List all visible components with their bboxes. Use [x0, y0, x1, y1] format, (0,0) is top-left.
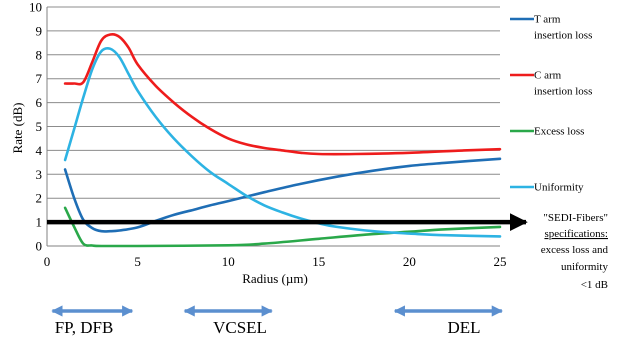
note-line-4: uniformity — [561, 261, 609, 273]
legend-label-1: insertion loss — [534, 30, 592, 42]
gridlines — [47, 6, 500, 223]
y-tick-label: 10 — [29, 0, 42, 15]
y-tick-label: 9 — [36, 23, 43, 38]
note-line-3: excess loss and — [541, 244, 609, 256]
x-axis-label: Radius (µm) — [242, 271, 308, 286]
series-line-2 — [63, 33, 502, 156]
x-tick-label: 25 — [494, 254, 507, 269]
legend-label-3: Excess loss — [534, 126, 584, 138]
band-label-1: FP, DFB — [55, 318, 114, 337]
y-tick-label: 5 — [36, 119, 43, 134]
y-axis-label: Rate (dB) — [10, 103, 25, 154]
note-line-1: "SEDI-Fibers" — [543, 212, 608, 224]
x-tick-label: 15 — [312, 254, 325, 269]
y-tick-label: 0 — [36, 239, 43, 254]
band-label-2: VCSEL — [213, 318, 267, 337]
axes: 0 1 2 3 4 5 6 7 8 9 10 0 5 10 15 20 25 — [29, 0, 507, 269]
x-tick-label: 0 — [44, 254, 51, 269]
specification-note: "SEDI-Fibers" specifications: excess loss … — [541, 212, 609, 291]
source-bands: FP, DFB VCSEL DEL — [51, 305, 503, 337]
y-tick-label: 1 — [36, 215, 43, 230]
y-tick-label: 7 — [36, 71, 43, 86]
series-line-1 — [63, 157, 502, 233]
band-label-3: DEL — [447, 318, 480, 337]
series-lines — [63, 33, 502, 248]
y-tick-label: 4 — [36, 143, 43, 158]
legend-label-4: Uniformity — [534, 182, 584, 194]
note-line-2: specifications: — [544, 228, 608, 240]
legend-label-1: T arm — [534, 14, 561, 26]
legend-label-2: insertion loss — [534, 86, 592, 98]
x-tick-label: 10 — [222, 254, 235, 269]
y-tick-label: 3 — [36, 167, 43, 182]
series-line-4 — [63, 46, 502, 238]
x-tick-label: 20 — [403, 254, 416, 269]
series-line-3 — [63, 206, 502, 248]
note-line-5: <1 dB — [581, 279, 608, 291]
legend: T arm insertion loss C arm insertion loss Ex… — [510, 14, 592, 194]
x-tick-label: 5 — [134, 254, 141, 269]
y-tick-label: 6 — [36, 95, 43, 110]
y-tick-label: 2 — [36, 191, 43, 206]
y-tick-label: 8 — [36, 47, 43, 62]
legend-label-2: C arm — [534, 70, 562, 82]
